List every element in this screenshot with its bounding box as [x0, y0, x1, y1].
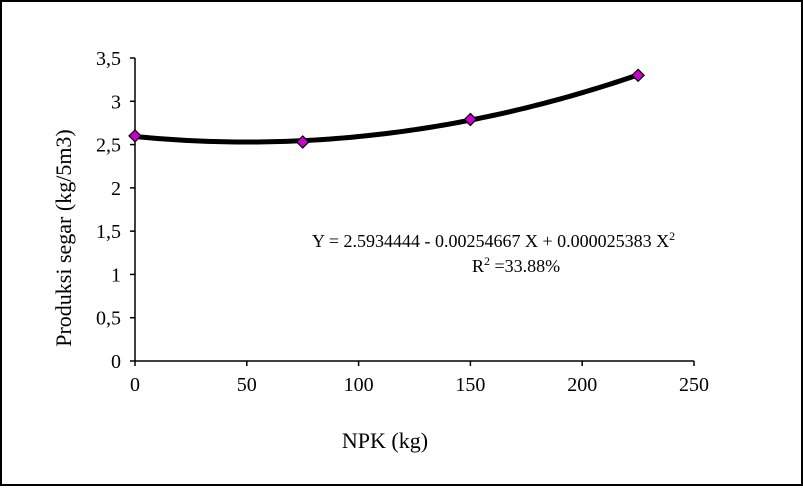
y-tick-label: 2	[111, 178, 121, 200]
x-tick-label: 150	[455, 374, 485, 396]
x-tick-label: 100	[344, 374, 374, 396]
r2-value: =33.88%	[490, 256, 560, 276]
x-axis-ticks: 0 50 100 150 200 250	[130, 361, 709, 396]
r2-exponent: 2	[484, 254, 490, 268]
data-markers	[128, 68, 645, 149]
equation-main: Y = 2.5934444 - 0.00254667 X + 0.0000253…	[312, 231, 669, 251]
y-tick-label: 0,5	[96, 308, 121, 330]
x-tick-label: 50	[237, 374, 257, 396]
y-tick-label: 3,5	[96, 48, 121, 70]
y-tick-label: 1,5	[96, 221, 121, 243]
x-tick-label: 250	[679, 374, 709, 396]
y-tick-label: 2,5	[96, 135, 121, 157]
regression-equation: Y = 2.5934444 - 0.00254667 X + 0.0000253…	[312, 229, 675, 251]
data-point-marker	[295, 135, 310, 149]
r2-prefix: R	[472, 256, 484, 276]
x-tick-label: 0	[130, 374, 140, 396]
y-tick-label: 3	[111, 91, 121, 113]
polynomial-trendline	[132, 72, 641, 145]
equation-exponent: 2	[669, 229, 675, 243]
data-point-marker	[128, 129, 142, 143]
y-axis-ticks: 0 0,5 1 1,5 2 2,5 3 3,5	[96, 48, 135, 373]
x-axis-title: NPK (kg)	[342, 428, 428, 453]
y-tick-label: 1	[111, 264, 121, 286]
data-point-marker	[463, 112, 478, 127]
x-tick-label: 200	[567, 374, 597, 396]
data-point-marker	[631, 68, 645, 83]
y-tick-label: 0	[111, 351, 121, 373]
y-axis-title: Produksi segar (kg/5m3)	[51, 129, 76, 347]
r-squared-label: R2 =33.88%	[472, 254, 560, 276]
